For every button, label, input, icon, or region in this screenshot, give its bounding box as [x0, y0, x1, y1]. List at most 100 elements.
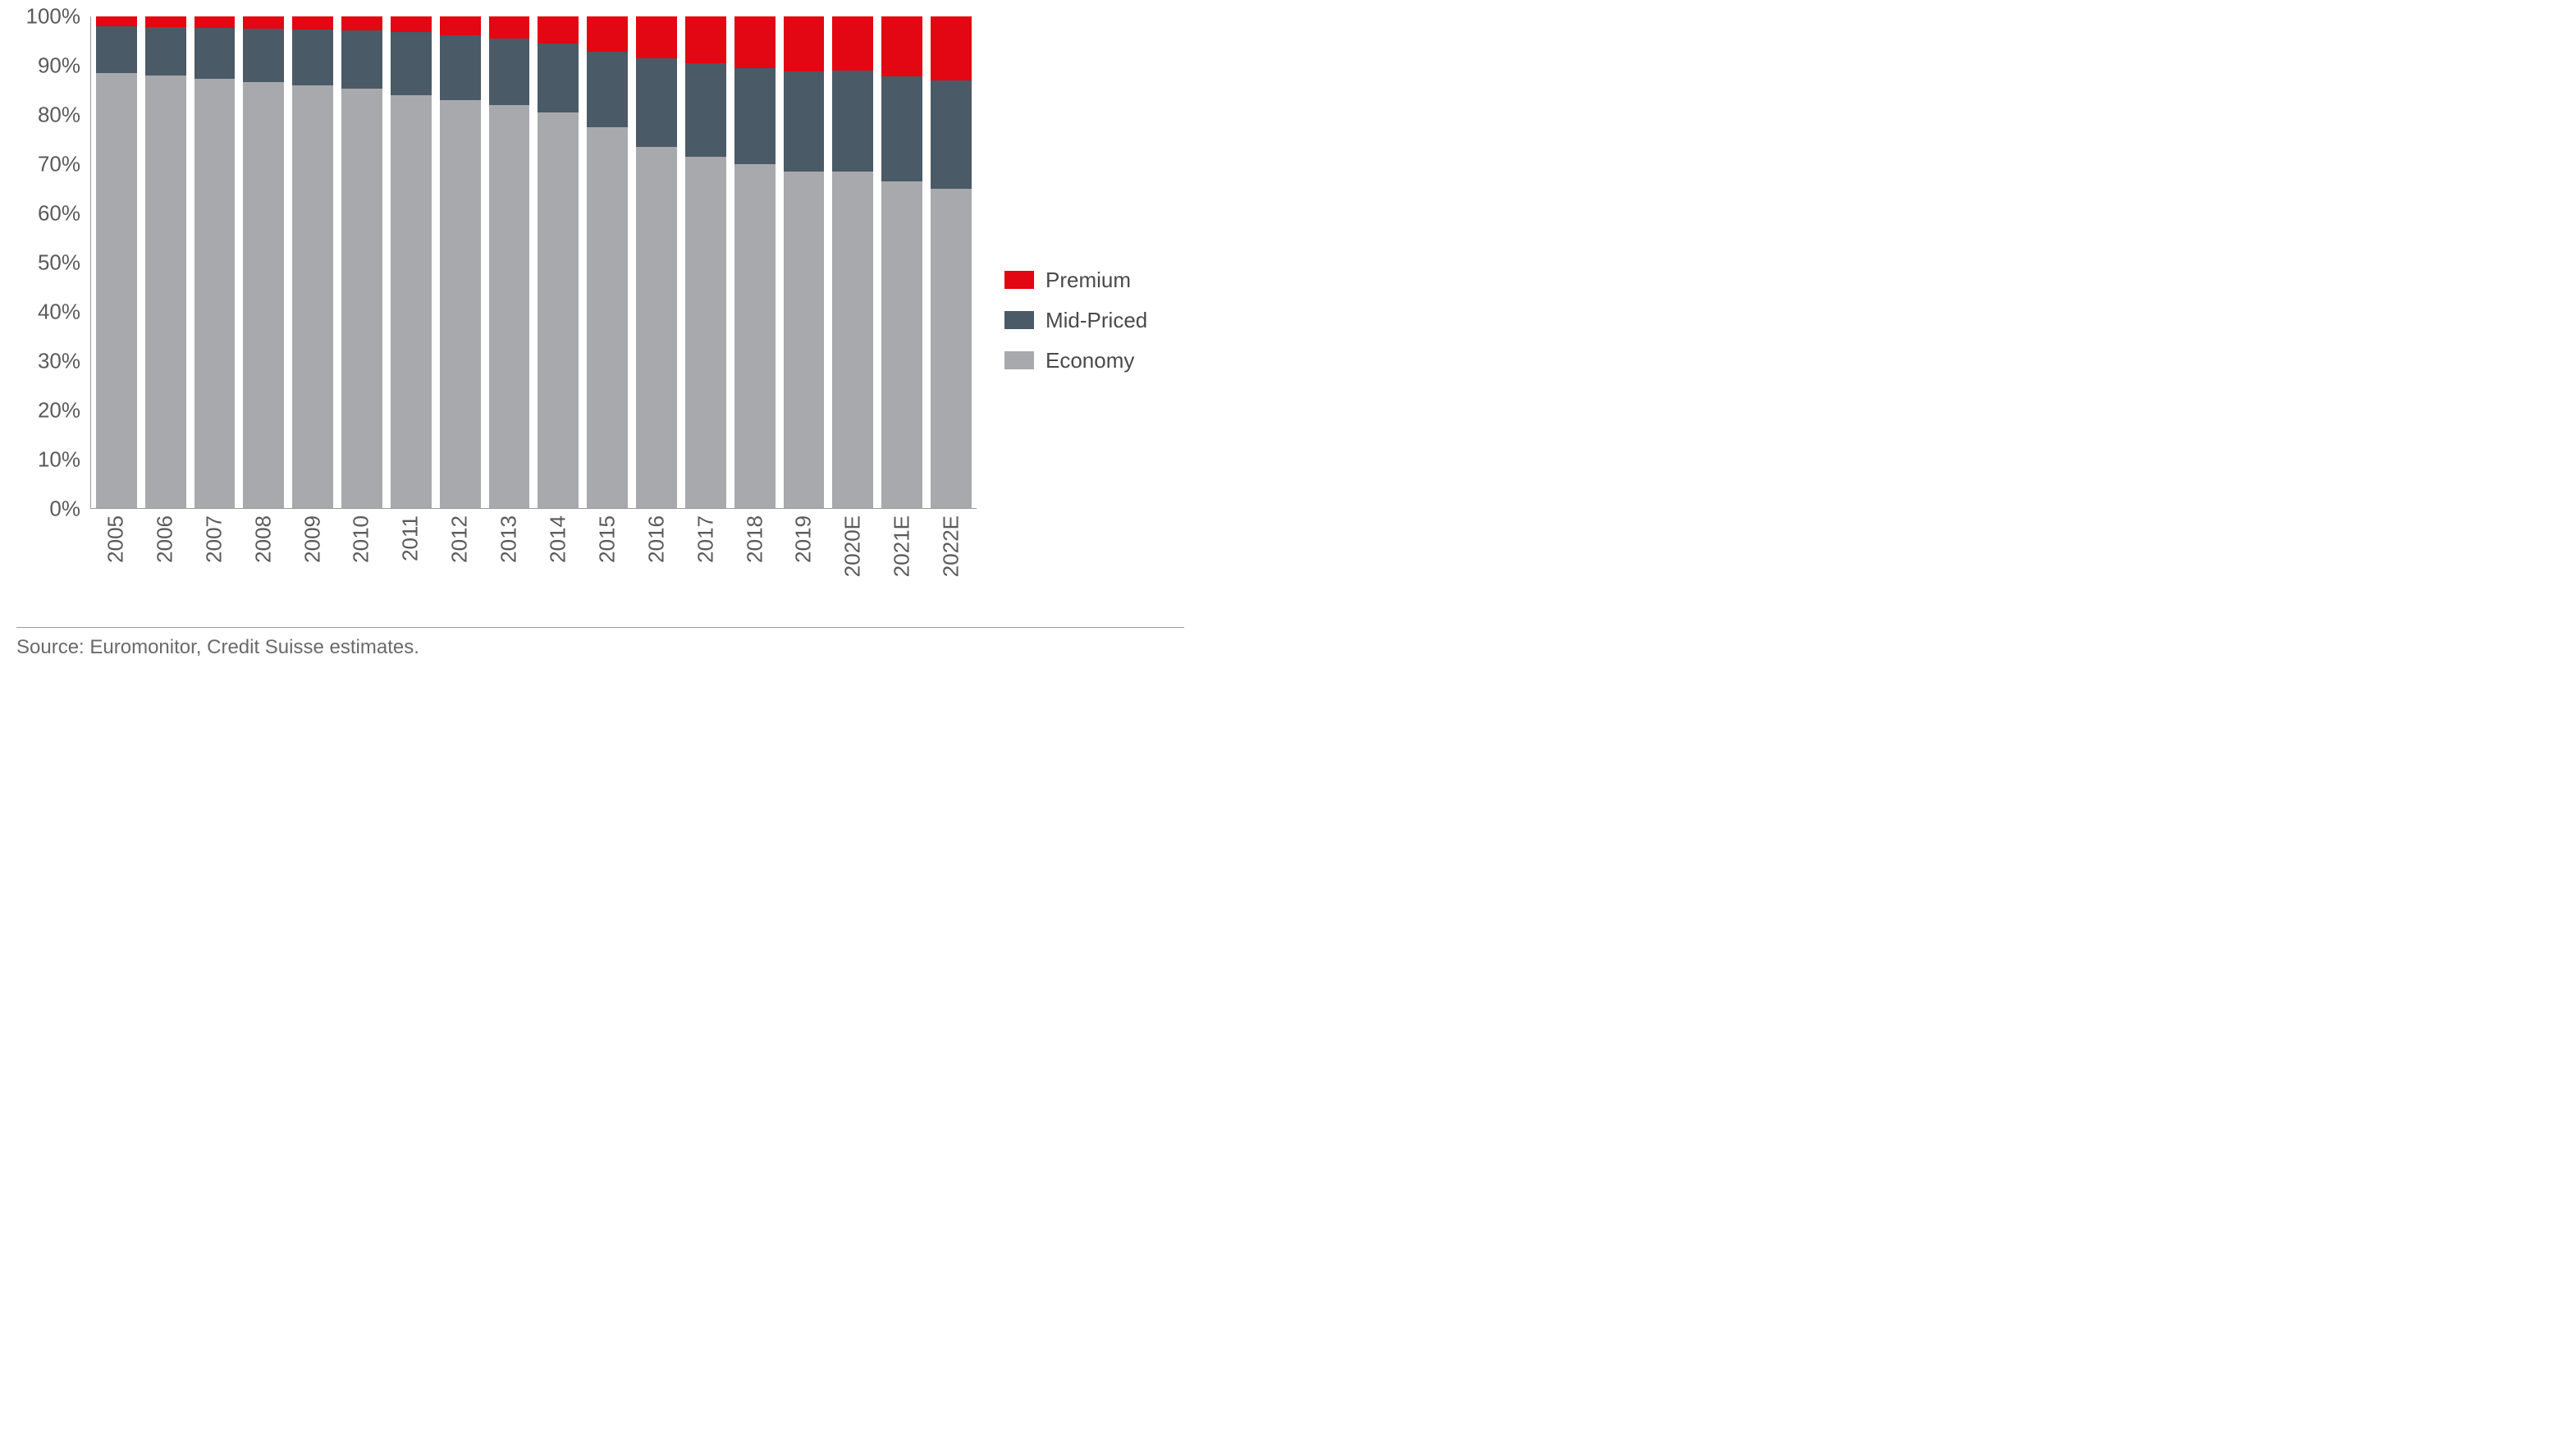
bar-segment-economy	[194, 79, 236, 508]
legend: Premium Mid-Priced Economy	[977, 16, 1184, 624]
x-label-cell: 2011	[390, 509, 431, 624]
x-label-cell: 2005	[95, 509, 136, 624]
bar-segment-economy	[734, 164, 776, 508]
x-label-cell: 2019	[783, 509, 824, 624]
y-tick: 70%	[16, 152, 80, 177]
source-text: Source: Euromonitor, Credit Suisse estim…	[16, 627, 1184, 659]
bar-segment-economy	[243, 82, 284, 508]
bar-segment-premium	[341, 16, 382, 30]
y-tick: 10%	[16, 447, 80, 473]
legend-swatch-premium	[1004, 271, 1034, 289]
bar-segment-economy	[931, 189, 972, 508]
y-tick: 40%	[16, 300, 80, 325]
x-tick-label: 2020E	[840, 515, 866, 577]
bar-segment-economy	[489, 105, 530, 508]
x-tick-label: 2018	[742, 515, 767, 563]
x-tick-label: 2011	[398, 515, 423, 561]
x-label-cell: 2018	[734, 509, 776, 624]
y-axis: 0%10%20%30%40%50%60%70%80%90%100%	[16, 16, 90, 509]
x-label-cell: 2009	[292, 509, 333, 624]
chart-row: 0%10%20%30%40%50%60%70%80%90%100% 200520…	[16, 16, 1184, 624]
bar-segment-mid	[881, 76, 922, 181]
bar-segment-economy	[292, 85, 333, 508]
legend-label-mid: Mid-Priced	[1045, 308, 1147, 333]
y-tick: 0%	[16, 497, 80, 522]
x-label-cell: 2021E	[881, 509, 922, 624]
legend-item-economy: Economy	[1004, 348, 1184, 373]
bar-segment-mid	[931, 80, 972, 189]
bar	[194, 16, 236, 508]
bar-segment-premium	[194, 16, 236, 28]
bar-segment-economy	[832, 172, 873, 508]
bar-segment-premium	[881, 16, 922, 76]
bar-segment-mid	[489, 39, 530, 105]
x-label-cell: 2007	[194, 509, 235, 624]
x-label-cell: 2014	[538, 509, 579, 624]
bar-segment-premium	[587, 16, 628, 52]
x-tick-label: 2015	[594, 515, 620, 563]
x-axis: 2005200620072008200920102011201220132014…	[90, 509, 977, 624]
bar-segment-mid	[145, 27, 186, 76]
bar-segment-economy	[145, 76, 186, 508]
x-tick-label: 2014	[545, 515, 570, 563]
bar-segment-premium	[931, 16, 972, 80]
bar-segment-economy	[784, 172, 825, 508]
bar-segment-premium	[145, 16, 186, 27]
y-tick: 20%	[16, 398, 80, 424]
x-tick-label: 2005	[103, 515, 128, 563]
x-tick-label: 2010	[349, 515, 374, 563]
bar-segment-premium	[784, 16, 825, 71]
bar-segment-premium	[292, 16, 333, 30]
bar-segment-mid	[243, 29, 284, 82]
legend-swatch-economy	[1004, 351, 1034, 369]
legend-label-economy: Economy	[1045, 348, 1134, 373]
bar-segment-premium	[96, 16, 137, 26]
bar	[832, 16, 873, 508]
bar-segment-premium	[685, 16, 726, 63]
bar	[685, 16, 726, 508]
bar-segment-premium	[538, 16, 579, 43]
bar	[489, 16, 530, 508]
bar	[96, 16, 137, 508]
x-tick-label: 2013	[496, 515, 522, 563]
x-label-cell: 2013	[488, 509, 529, 624]
bar	[881, 16, 922, 508]
bar-segment-economy	[391, 95, 432, 508]
x-label-cell: 2015	[587, 509, 628, 624]
y-tick: 30%	[16, 349, 80, 374]
plot-wrap: 2005200620072008200920102011201220132014…	[90, 16, 977, 624]
bar-segment-mid	[734, 68, 776, 164]
legend-item-premium: Premium	[1004, 268, 1184, 293]
x-label-cell: 2008	[243, 509, 284, 624]
bar	[391, 16, 432, 508]
y-tick: 50%	[16, 250, 80, 276]
bar-segment-mid	[440, 35, 481, 100]
bar-segment-economy	[587, 127, 628, 508]
legend-swatch-mid	[1004, 311, 1034, 329]
bar-segment-premium	[489, 16, 530, 39]
y-tick: 60%	[16, 201, 80, 227]
bar	[931, 16, 972, 508]
bar-segment-economy	[538, 112, 579, 508]
bar-segment-economy	[881, 181, 922, 508]
x-tick-label: 2009	[300, 515, 325, 563]
y-tick: 90%	[16, 53, 80, 79]
bar-segment-mid	[832, 71, 873, 172]
bar	[292, 16, 333, 508]
x-tick-label: 2006	[152, 515, 177, 563]
x-tick-label: 2008	[250, 515, 276, 563]
legend-item-mid: Mid-Priced	[1004, 308, 1184, 333]
bar	[734, 16, 776, 508]
bar	[243, 16, 284, 508]
bar-segment-premium	[734, 16, 776, 68]
bar-segment-mid	[587, 52, 628, 127]
bar	[440, 16, 481, 508]
bar-segment-mid	[538, 43, 579, 112]
bar-segment-mid	[292, 30, 333, 85]
bar	[784, 16, 825, 508]
bar-segment-premium	[243, 16, 284, 29]
bar-segment-premium	[832, 16, 873, 71]
y-tick: 100%	[16, 4, 80, 30]
bar-segment-economy	[636, 147, 677, 508]
chart-container: 0%10%20%30%40%50%60%70%80%90%100% 200520…	[0, 0, 1201, 679]
